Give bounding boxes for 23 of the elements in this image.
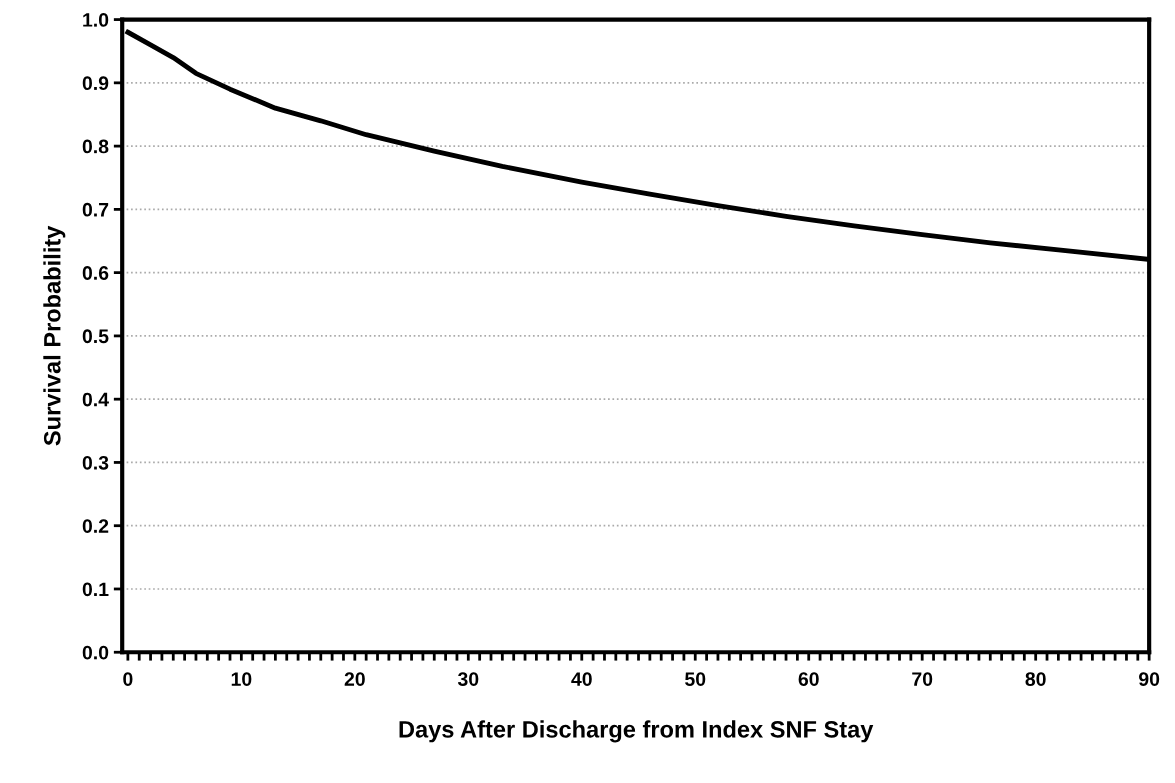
y-tick-label: 0.5 [82, 329, 109, 344]
x-axis-title: Days After Discharge from Index SNF Stay [399, 720, 874, 743]
y-axis-title: Survival Probability [43, 225, 66, 446]
x-tick-label: 80 [1025, 672, 1046, 686]
y-tick-label: 1.0 [83, 13, 109, 27]
y-tick-label: 0.6 [82, 266, 109, 280]
y-tick-label: 0.1 [82, 582, 109, 597]
y-tick-label: 0.2 [82, 519, 109, 533]
x-tick-label: 70 [912, 672, 933, 686]
x-tick-label: 20 [344, 672, 365, 686]
y-tick-label: 0.0 [82, 645, 109, 660]
y-tick-label: 0.4 [82, 392, 109, 407]
y-tick-label: 0.3 [82, 455, 109, 470]
y-tick-label: 0.8 [82, 139, 109, 154]
y-tick-label: 0.7 [82, 202, 109, 217]
x-tick-label: 0 [123, 672, 133, 686]
x-tick-label: 30 [457, 672, 479, 686]
x-tick-label: 50 [685, 672, 706, 686]
x-tick-label: 60 [798, 672, 819, 686]
x-tick-label: 90 [1139, 672, 1160, 686]
x-tick-label: 10 [231, 672, 252, 686]
x-tick-label: 40 [571, 672, 592, 686]
y-tick-label: 0.9 [82, 76, 109, 91]
